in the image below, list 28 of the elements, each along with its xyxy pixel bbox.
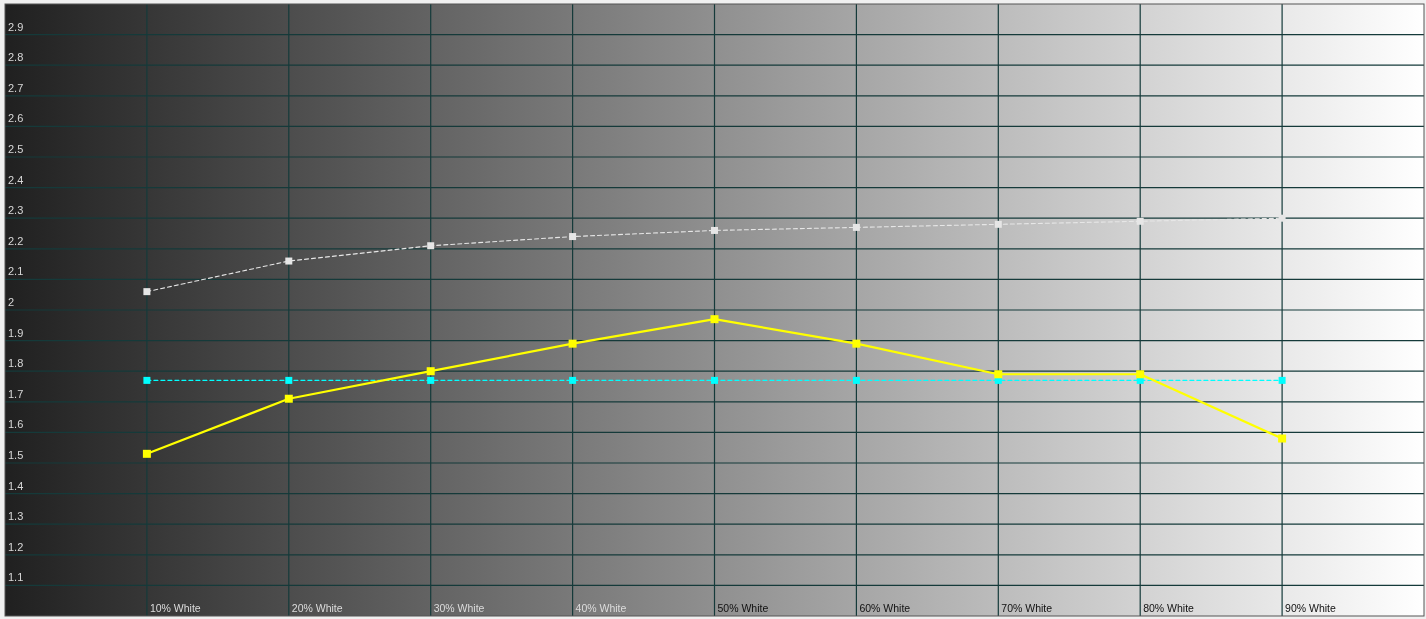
x-tick-label: 70% White <box>1001 601 1053 614</box>
x-tick-label: 40% White <box>575 601 627 614</box>
x-tick-label: 90% White <box>1285 601 1337 614</box>
y-tick-label: 1.7 <box>8 387 24 400</box>
y-tick-label: 2.5 <box>8 142 24 155</box>
y-tick-label: 1.1 <box>8 571 24 584</box>
y-tick-label: 1.8 <box>8 357 24 370</box>
x-tick-label: 50% White <box>717 601 769 614</box>
y-tick-label: 2.9 <box>8 20 24 33</box>
y-tick-label: 1.5 <box>8 448 24 461</box>
x-tick-label: 30% White <box>433 601 485 614</box>
y-tick-label: 2.3 <box>8 204 24 217</box>
x-tick-label: 60% White <box>859 601 911 614</box>
y-tick-label: 1.6 <box>8 418 24 431</box>
y-tick-label: 2.2 <box>8 234 24 247</box>
y-tick-label: 2.7 <box>8 81 24 94</box>
y-tick-label: 2.8 <box>8 51 24 64</box>
y-tick-label: 2.1 <box>8 265 24 278</box>
y-tick-label: 2.6 <box>8 112 24 125</box>
y-tick-label: 1.2 <box>8 540 24 553</box>
x-tick-label: 20% White <box>291 601 343 614</box>
y-tick-label: 1.4 <box>8 479 24 492</box>
x-tick-label: 80% White <box>1143 601 1195 614</box>
y-tick-label: 2 <box>8 295 15 308</box>
y-tick-label: 2.4 <box>8 173 24 186</box>
y-tick-label: 1.3 <box>8 510 24 523</box>
y-tick-label: 1.9 <box>8 326 24 339</box>
x-tick-label: 10% White <box>149 601 201 614</box>
